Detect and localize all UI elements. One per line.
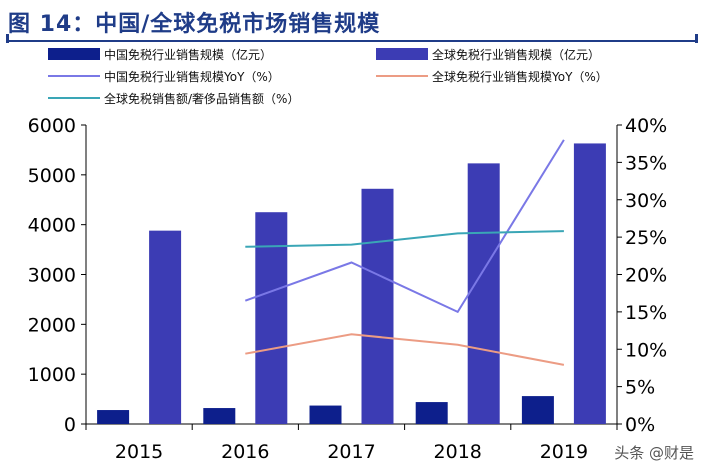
y2-tick-label-8: 40% bbox=[625, 115, 667, 137]
bar-china-sales-2015 bbox=[97, 410, 130, 424]
line-china-yoy bbox=[244, 139, 565, 314]
y2-tick-label-0: 0% bbox=[625, 414, 655, 436]
line-global-yoy bbox=[245, 333, 565, 366]
y2-tick-label-2: 10% bbox=[625, 339, 667, 361]
bar-china-sales-2019 bbox=[521, 396, 554, 424]
title-underline-left-tick bbox=[6, 34, 9, 43]
legend-swatch-2 bbox=[376, 48, 428, 60]
bar-global-sales-2016 bbox=[255, 212, 288, 424]
y-tick-label-2000: 2000 bbox=[28, 314, 76, 336]
y-tick-label-4000: 4000 bbox=[28, 215, 76, 237]
x-tick-label-2015: 2015 bbox=[115, 441, 163, 463]
bar-global-sales-2017 bbox=[361, 188, 394, 424]
bar-global-sales-2019 bbox=[573, 143, 606, 424]
y2-tick-label-1: 5% bbox=[625, 377, 655, 399]
x-tick-label-2018: 2018 bbox=[434, 441, 482, 463]
y-tick-label-1000: 1000 bbox=[28, 364, 76, 386]
legend-label-3: 中国免税行业销售规模YoY（%） bbox=[104, 69, 280, 84]
bar-global-sales-2015 bbox=[149, 230, 182, 424]
title-underline-right-tick bbox=[695, 34, 698, 43]
watermark: 头条 @财是 bbox=[614, 444, 694, 462]
y-tick-label-6000: 6000 bbox=[28, 115, 76, 137]
figure-title: 图 14：中国/全球免税市场销售规模 bbox=[8, 12, 381, 37]
y2-tick-label-3: 15% bbox=[625, 302, 667, 324]
y-tick-label-5000: 5000 bbox=[28, 165, 76, 187]
title-underline bbox=[6, 40, 698, 42]
y2-tick-label-5: 25% bbox=[625, 227, 667, 249]
legend-label-1: 中国免税行业销售规模（亿元） bbox=[104, 47, 272, 62]
y2-tick-label-4: 20% bbox=[625, 265, 667, 287]
y-tick-label-3000: 3000 bbox=[28, 265, 76, 287]
bar-global-sales-2018 bbox=[467, 163, 500, 424]
legend-label-5: 全球免税销售额/奢侈品销售额（%） bbox=[104, 91, 299, 106]
legend-label-4: 全球免税行业销售规模YoY（%） bbox=[432, 69, 608, 84]
y-tick-label-0: 0 bbox=[64, 414, 76, 436]
line-global-ratio bbox=[245, 230, 564, 248]
figure-title-bar: 图 14：中国/全球免税市场销售规模 bbox=[6, 4, 698, 43]
y2-tick-label-6: 30% bbox=[625, 190, 667, 212]
x-tick-label-2017: 2017 bbox=[327, 441, 375, 463]
bar-china-sales-2016 bbox=[203, 408, 236, 424]
y2-tick-label-7: 35% bbox=[625, 152, 667, 174]
legend-label-2: 全球免税行业销售规模（亿元） bbox=[432, 47, 600, 62]
bar-china-sales-2017 bbox=[309, 405, 342, 424]
x-tick-label-2019: 2019 bbox=[540, 441, 588, 463]
legend-swatch-1 bbox=[48, 48, 100, 60]
bar-china-sales-2018 bbox=[415, 402, 448, 424]
x-tick-label-2016: 2016 bbox=[221, 441, 269, 463]
